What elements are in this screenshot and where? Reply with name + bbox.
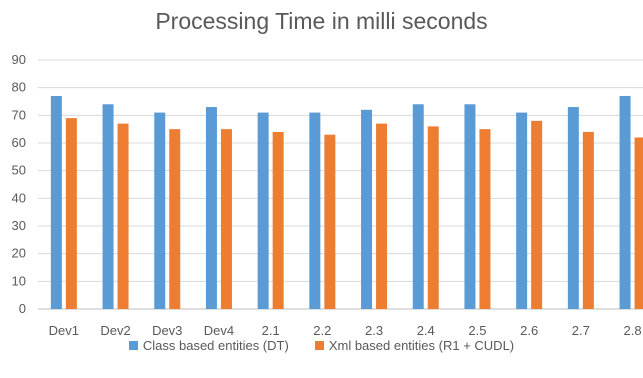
x-tick-label-2.5: 2.5 [468,323,486,338]
y-tick-label-30: 30 [12,218,26,233]
bar-series-1-Dev2 [102,104,114,310]
y-tick-label-40: 40 [12,190,26,205]
x-tick-label-Dev3: Dev3 [152,323,182,338]
legend-swatch-series-1 [128,341,138,350]
y-tick-label-10: 10 [12,273,26,288]
bar-series-2-2.6 [531,120,543,309]
bar-series-2-Dev4 [220,129,232,309]
bar-series-2-Dev2 [117,123,129,309]
bar-series-1-2.3 [361,109,373,309]
legend-label-series-1: Class based entities (DT) [142,338,289,353]
bar-series-1-2.1 [257,112,269,309]
legend: Class based entities (DT) Xml based enti… [0,338,643,353]
legend-item-series-2: Xml based entities (R1 + CUDL) [314,338,515,353]
bar-series-2-2.4 [427,126,439,310]
bar-series-2-2.8 [634,137,643,309]
bar-series-2-2.1 [272,131,284,309]
x-tick-label-2.2: 2.2 [313,323,331,338]
y-tick-label-60: 60 [12,135,26,150]
x-tick-label-Dev4: Dev4 [204,323,234,338]
bar-series-2-2.5 [479,129,491,309]
bar-series-1-2.2 [309,112,321,309]
y-tick-label-80: 80 [12,80,26,95]
y-tick-label-70: 70 [12,107,26,122]
chart-title: Processing Time in milli seconds [155,8,488,34]
bar-series-2-Dev1 [65,118,77,309]
bar-series-1-Dev4 [205,107,217,310]
bar-series-1-Dev3 [154,112,166,309]
x-tick-label-2.1: 2.1 [262,323,280,338]
x-tick-label-2.8: 2.8 [624,323,642,338]
y-tick-label-20: 20 [12,246,26,261]
bar-series-2-2.3 [376,123,388,309]
bar-series-1-2.5 [464,104,476,310]
bar-series-1-Dev1 [50,95,62,309]
bar-series-1-2.8 [619,95,631,309]
x-tick-label-Dev1: Dev1 [49,323,79,338]
y-tick-label-50: 50 [12,163,26,178]
bar-series-2-Dev3 [169,129,181,309]
bar-series-1-2.7 [567,107,579,310]
x-tick-label-2.3: 2.3 [365,323,383,338]
x-tick-label-2.6: 2.6 [520,323,538,338]
bar-series-1-2.6 [516,112,528,309]
legend-label-series-2: Xml based entities (R1 + CUDL) [328,338,515,353]
bar-series-1-2.4 [412,104,424,310]
x-tick-label-Dev2: Dev2 [100,323,130,338]
legend-item-series-1: Class based entities (DT) [128,338,289,353]
legend-swatch-series-2 [314,341,324,350]
bar-series-2-2.7 [582,131,594,309]
x-tick-label-2.7: 2.7 [572,323,590,338]
x-tick-label-2.4: 2.4 [417,323,435,338]
y-tick-label-0: 0 [19,301,26,316]
bar-series-2-2.2 [324,134,336,309]
y-tick-label-90: 90 [12,52,26,67]
